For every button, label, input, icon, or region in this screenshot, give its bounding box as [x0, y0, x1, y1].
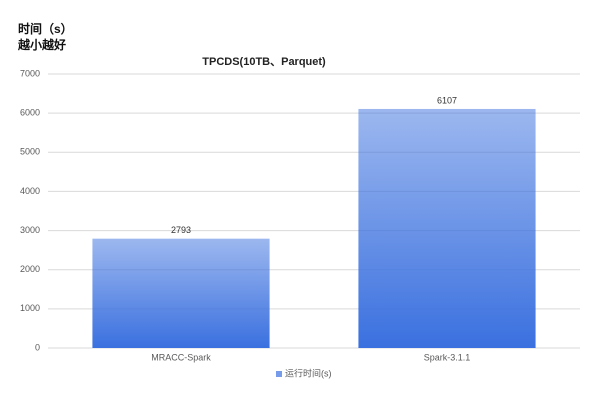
y-tick-label: 1000: [20, 303, 40, 313]
y-tick-label: 6000: [20, 108, 40, 118]
chart-title: TPCDS(10TB、Parquet): [202, 56, 326, 68]
legend-swatch: [276, 371, 282, 377]
data-label: 6107: [437, 95, 457, 105]
y-tick-label: 5000: [20, 147, 40, 157]
x-tick-label: Spark-3.1.1: [424, 352, 471, 362]
x-tick-label: MRACC-Spark: [151, 352, 211, 362]
annotation: 越小越好: [17, 37, 66, 52]
y-tick-label: 4000: [20, 186, 40, 196]
y-tick-label: 3000: [20, 225, 40, 235]
bar: [358, 108, 536, 348]
y-tick-label: 2000: [20, 264, 40, 274]
y-tick-label: 0: [35, 342, 40, 352]
y-tick-label: 7000: [20, 68, 40, 78]
bar: [92, 238, 270, 348]
data-label: 2793: [171, 225, 191, 235]
legend-label: 运行时间(s): [285, 367, 332, 378]
y-axis-label: 时间（s）: [18, 21, 73, 36]
